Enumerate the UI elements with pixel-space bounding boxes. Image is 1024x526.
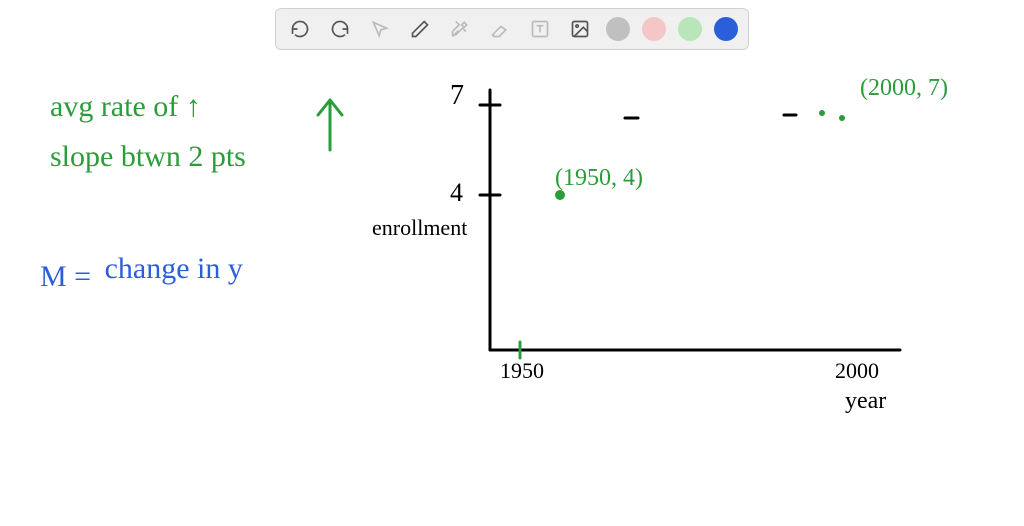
dash-4 [839, 115, 845, 121]
title-line-2-text: slope btwn 2 pts [50, 140, 246, 173]
color-gray[interactable] [606, 17, 630, 41]
undo-button[interactable] [286, 15, 314, 43]
dash-3 [819, 110, 825, 116]
x-axis-label: year [845, 388, 886, 415]
eraser-tool[interactable] [486, 15, 514, 43]
formula-lhs: M = [40, 260, 91, 293]
toolbar [275, 8, 749, 50]
color-blue[interactable] [714, 17, 738, 41]
y-axis-label: enrollment [372, 215, 467, 241]
formula-rhs: change in y [105, 252, 243, 285]
x-tick-1950-label: 1950 [500, 358, 544, 384]
formula: M = change in y [40, 260, 243, 294]
y-tick-7-label: 7 [450, 80, 464, 112]
title-line-1: avg rate of ↑ [50, 90, 201, 124]
point-1-label: (1950, 4) [555, 165, 643, 192]
title-line-2: slope btwn 2 pts [50, 140, 246, 174]
up-arrow-icon [318, 100, 342, 150]
color-pink[interactable] [642, 17, 666, 41]
point-2-label: (2000, 7) [860, 75, 948, 102]
y-tick-4-label: 4 [450, 178, 463, 208]
image-tool[interactable] [566, 15, 594, 43]
color-green[interactable] [678, 17, 702, 41]
tools-button[interactable] [446, 15, 474, 43]
x-tick-2000-label: 2000 [835, 358, 879, 384]
redo-button[interactable] [326, 15, 354, 43]
text-tool[interactable] [526, 15, 554, 43]
title-line-1-text: avg rate of ↑ [50, 90, 201, 123]
cursor-tool[interactable] [366, 15, 394, 43]
pencil-tool[interactable] [406, 15, 434, 43]
